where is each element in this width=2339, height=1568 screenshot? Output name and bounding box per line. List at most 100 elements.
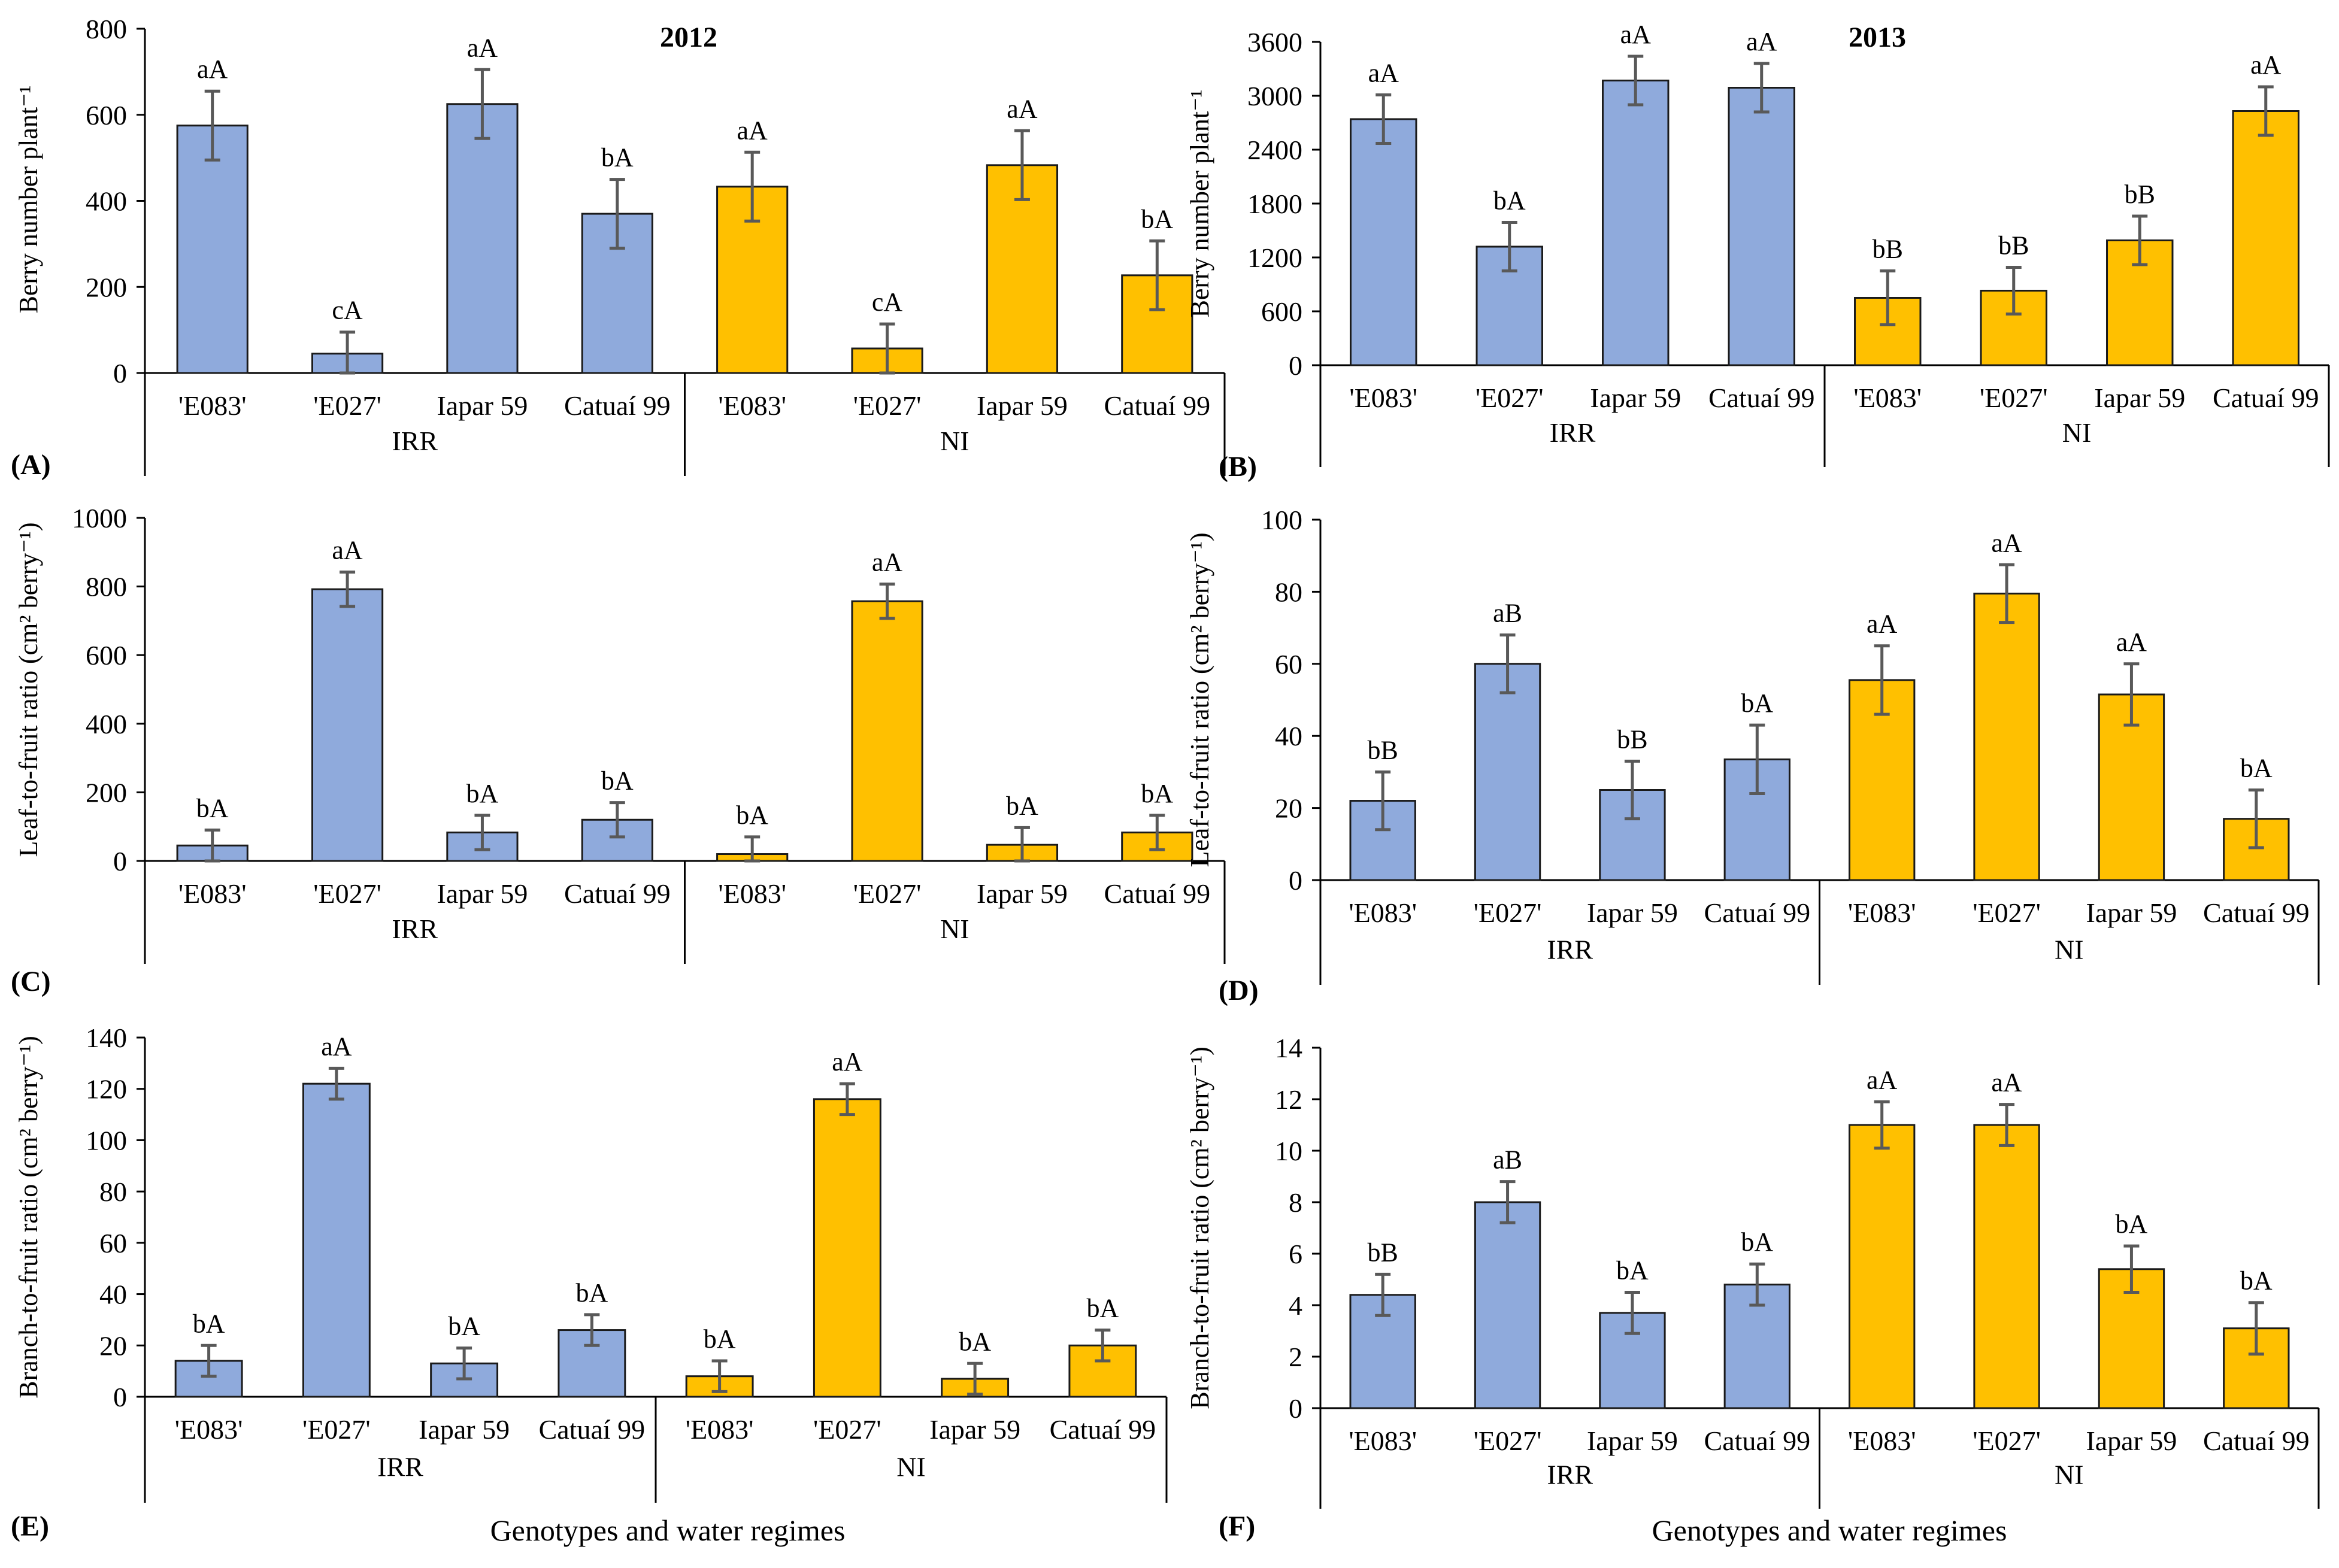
significance-label: bA	[196, 793, 229, 823]
y-tick-label: 3600	[1247, 27, 1302, 57]
y-tick-label: 60	[99, 1228, 127, 1258]
category-label: Iapar 59	[437, 390, 528, 421]
y-axis-title: Branch-to-fruit ratio (cm² berry⁻¹)	[14, 1036, 43, 1398]
significance-label: aA	[1867, 609, 1898, 639]
y-tick-label: 100	[1261, 505, 1302, 535]
y-tick-label: 800	[86, 14, 127, 44]
category-label: Iapar 59	[2094, 383, 2185, 413]
group-label-ni: NI	[2055, 934, 2084, 965]
group-label-irr: IRR	[377, 1452, 423, 1482]
y-tick-label: 200	[86, 272, 127, 302]
category-label: Catuaí 99	[564, 390, 671, 421]
category-label: Catuaí 99	[1708, 383, 1815, 413]
chart-panel-c: 0 200 400 600 800 1000 bA 'E083' aA 'E027' bA Iapar…	[11, 503, 1226, 997]
significance-label: aA	[2250, 50, 2282, 80]
category-label: Catuaí 99	[1050, 1414, 1156, 1445]
category-label: 'E083'	[1349, 1426, 1417, 1456]
y-tick-label: 1800	[1247, 189, 1302, 219]
significance-label: aA	[1007, 94, 1038, 123]
panel-label: (F)	[1219, 1511, 1255, 1542]
chart-panel-b: 0 600 1200 1800 2400 3000 3600 aA 'E083' bA 'E027'…	[1185, 20, 2330, 483]
category-label: 'E083'	[1349, 383, 1417, 413]
y-tick-label: 600	[86, 100, 127, 131]
category-label: 'E027'	[853, 878, 922, 909]
y-tick-label: 60	[1275, 649, 1302, 680]
category-label: Iapar 59	[929, 1414, 1020, 1445]
category-label: Iapar 59	[1590, 383, 1681, 413]
significance-label: bB	[1368, 1238, 1398, 1267]
chart-panel-f: 0 2 4 6 8 10 12 14 bB 'E083' aB 'E027' bA Iapar 59 bA C…	[1185, 1033, 2320, 1542]
group-label-irr: IRR	[1547, 1460, 1593, 1490]
category-label: Iapar 59	[2086, 1426, 2177, 1456]
significance-label: bA	[1086, 1294, 1119, 1323]
significance-label: bA	[704, 1324, 736, 1354]
category-label: 'E027'	[1475, 383, 1544, 413]
panel-label: (D)	[1219, 975, 1259, 1006]
category-label: 'E083'	[718, 878, 786, 909]
y-axis-title: Leaf-to-fruit ratio (cm² berry⁻¹)	[14, 522, 43, 857]
significance-label: bB	[2125, 180, 2155, 209]
significance-label: aA	[872, 548, 903, 577]
bar	[1474, 663, 1541, 881]
y-axis-title: Berry number plant⁻¹	[1185, 90, 1214, 318]
significance-label: bA	[1616, 1256, 1649, 1285]
category-label: Catuaí 99	[564, 878, 671, 909]
significance-label: bA	[575, 1278, 608, 1308]
bar	[851, 600, 923, 862]
bar	[302, 1082, 371, 1398]
category-label: 'E027'	[313, 878, 381, 909]
category-label: Catuaí 99	[2213, 383, 2319, 413]
y-tick-label: 200	[86, 777, 127, 808]
category-label: 'E027'	[813, 1414, 881, 1445]
significance-label: bB	[1368, 735, 1398, 765]
significance-label: aA	[1620, 20, 1652, 49]
y-tick-label: 0	[1289, 350, 1302, 381]
significance-label: bA	[1141, 779, 1173, 808]
y-tick-label: 400	[86, 709, 127, 739]
significance-label: bA	[2240, 754, 2273, 783]
panel-label: (C)	[11, 966, 51, 997]
y-tick-label: 8	[1289, 1187, 1302, 1218]
y-tick-label: 600	[1261, 296, 1302, 327]
category-label: 'E027'	[1474, 1426, 1542, 1456]
significance-label: bA	[601, 766, 634, 796]
y-tick-label: 40	[1275, 721, 1302, 751]
chart-panel-a: 0 200 400 600 800 aA 'E083' cA 'E027' aA Iapar 59 b…	[11, 14, 1226, 481]
y-axis-title: Leaf-to-fruit ratio (cm² berry⁻¹)	[1185, 532, 1214, 867]
category-label: Catuaí 99	[2203, 897, 2310, 928]
bar	[1474, 1201, 1541, 1409]
significance-label: aA	[467, 33, 498, 62]
significance-label: bA	[601, 143, 634, 172]
category-label: 'E083'	[686, 1414, 754, 1445]
year-label: 2013	[1849, 22, 1906, 53]
bar	[1350, 118, 1417, 366]
x-axis-title-left: Genotypes and water regimes	[490, 1514, 846, 1547]
significance-label: aA	[832, 1047, 863, 1076]
y-tick-label: 1200	[1247, 242, 1302, 273]
category-label: 'E027'	[302, 1414, 371, 1445]
significance-label: aA	[1746, 27, 1777, 56]
group-label-ni: NI	[940, 914, 969, 944]
category-label: Iapar 59	[1587, 1426, 1678, 1456]
panel-label: (A)	[11, 449, 51, 481]
group-label-irr: IRR	[1550, 417, 1596, 448]
category-label: Catuaí 99	[1104, 390, 1211, 421]
y-tick-label: 80	[99, 1176, 127, 1207]
y-tick-label: 800	[86, 572, 127, 602]
bar	[1973, 1124, 2040, 1409]
group-label-ni: NI	[896, 1452, 926, 1482]
y-tick-label: 2400	[1247, 135, 1302, 165]
y-tick-label: 0	[113, 358, 127, 389]
significance-label: aB	[1493, 599, 1522, 628]
group-label-irr: IRR	[392, 426, 438, 456]
category-label: 'E027'	[1980, 383, 2048, 413]
group-label-irr: IRR	[1547, 934, 1593, 965]
y-tick-label: 12	[1275, 1084, 1302, 1115]
significance-label: bA	[1493, 186, 1526, 216]
significance-label: cA	[332, 296, 363, 325]
panel-label: (B)	[1219, 451, 1257, 483]
chart-panel-d: 0 20 40 60 80 100 bB 'E083' aB 'E027' bB Iapar 59 bA…	[1185, 505, 2320, 1006]
y-tick-label: 3000	[1247, 81, 1302, 111]
